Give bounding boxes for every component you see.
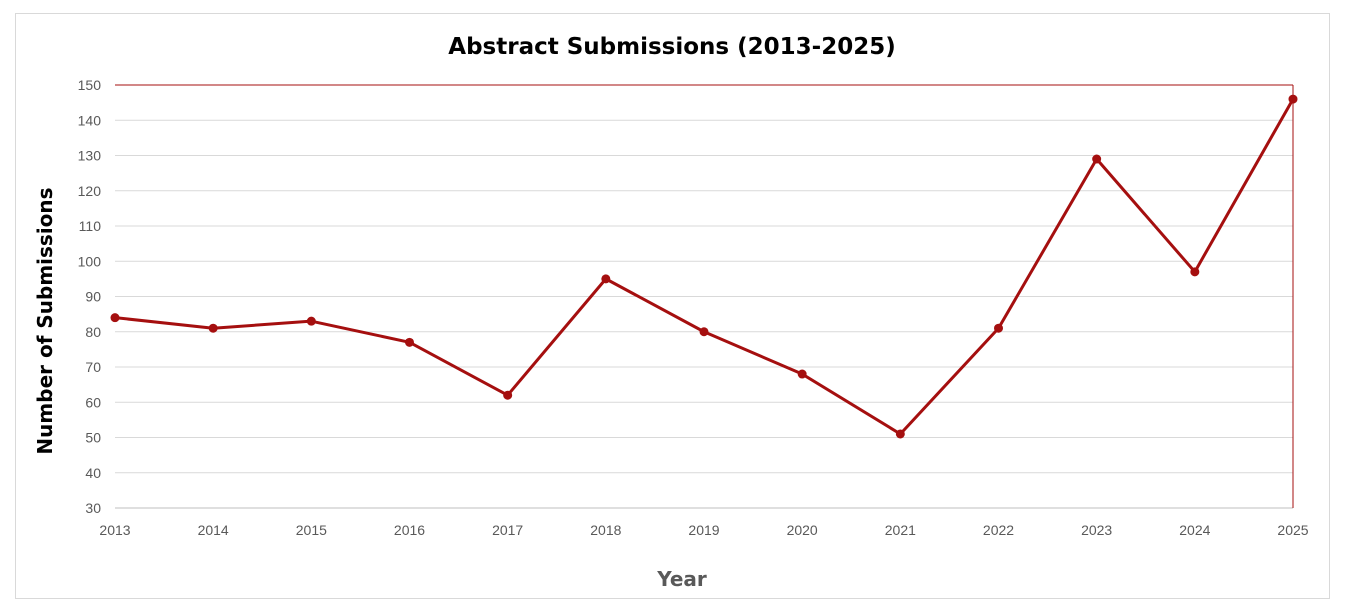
plot-frame bbox=[115, 84, 1294, 508]
y-tick-label: 150 bbox=[78, 77, 102, 93]
x-tick-label: 2025 bbox=[1277, 522, 1308, 538]
y-tick-label: 110 bbox=[79, 218, 102, 234]
data-point bbox=[1190, 267, 1200, 277]
y-tick-label: 130 bbox=[78, 148, 102, 164]
x-tick-label: 2021 bbox=[885, 522, 916, 538]
chart-container bbox=[15, 13, 1330, 599]
y-tick-label: 50 bbox=[85, 430, 101, 446]
x-tick-label: 2020 bbox=[787, 522, 818, 538]
y-tick-label: 60 bbox=[85, 394, 101, 410]
y-tick-label: 70 bbox=[85, 359, 101, 375]
gridlines bbox=[115, 84, 1293, 474]
y-tick-label: 120 bbox=[78, 183, 102, 199]
x-tick-label: 2016 bbox=[394, 522, 425, 538]
data-point bbox=[994, 323, 1003, 333]
x-tick-label: 2017 bbox=[492, 522, 523, 538]
x-tick-label: 2019 bbox=[688, 522, 719, 538]
x-tick-label: 2024 bbox=[1179, 522, 1210, 538]
data-point bbox=[797, 369, 807, 379]
y-axis-title: Number of Submissions bbox=[33, 187, 57, 454]
y-tick-label: 140 bbox=[78, 112, 102, 128]
data-point bbox=[1092, 154, 1102, 164]
x-tick-label: 2023 bbox=[1081, 522, 1112, 538]
y-tick-label: 100 bbox=[78, 253, 102, 269]
data-point bbox=[208, 323, 218, 333]
y-tick-label: 80 bbox=[85, 324, 101, 340]
x-axis-title: Year bbox=[656, 567, 707, 591]
y-axis-ticks: 30 40 50 60 70 80 90 100 110 120 130 140 150 bbox=[78, 77, 102, 516]
x-tick-label: 2018 bbox=[590, 522, 621, 538]
y-tick-label: 30 bbox=[85, 500, 101, 516]
data-point bbox=[405, 337, 414, 347]
data-point bbox=[1288, 94, 1298, 104]
data-point bbox=[895, 429, 905, 439]
series-group bbox=[110, 94, 1298, 439]
data-point bbox=[110, 313, 120, 323]
data-point bbox=[306, 316, 316, 326]
y-tick-label: 90 bbox=[85, 289, 101, 305]
x-tick-label: 2013 bbox=[99, 522, 130, 538]
data-point bbox=[699, 327, 709, 337]
data-point bbox=[503, 390, 513, 400]
y-tick-label: 40 bbox=[85, 465, 101, 481]
x-axis-ticks: 2013 2014 2015 2016 2017 2018 2019 2020 2021 2022… bbox=[99, 507, 1309, 538]
x-tick-label: 2022 bbox=[983, 522, 1014, 538]
x-tick-label: 2014 bbox=[198, 522, 229, 538]
chart-title: Abstract Submissions (2013-2025) bbox=[448, 34, 895, 60]
series-line bbox=[113, 97, 1295, 436]
data-point bbox=[601, 274, 611, 284]
x-tick-label: 2015 bbox=[296, 522, 327, 538]
